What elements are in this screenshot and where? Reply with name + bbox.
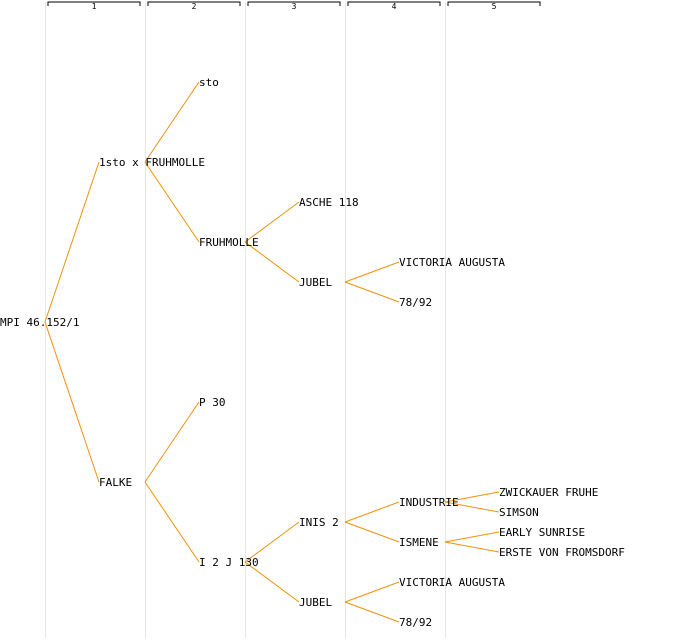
pedigree-node-label[interactable]: INIS 2 [299, 516, 339, 529]
pedigree-edge [144, 161, 200, 243]
pedigree-edge [44, 321, 100, 483]
pedigree-edge [144, 481, 200, 563]
pedigree-node-label[interactable]: VICTORIA AUGUSTA [399, 576, 505, 589]
pedigree-node-label[interactable]: INDUSTRIE [399, 496, 459, 509]
pedigree-node-label[interactable]: VICTORIA AUGUSTA [399, 256, 505, 269]
pedigree-edge [344, 261, 400, 283]
generation-columns [45, 2, 446, 638]
pedigree-node-label[interactable]: ZWICKAUER FRUHE [499, 486, 598, 499]
pedigree-edge [144, 401, 200, 483]
pedigree-nodes: MPI 46.152/1 1sto x FRUHMOLLE sto FRUHMOLLE… [0, 76, 625, 629]
generation-header-label: 5 [492, 2, 497, 11]
pedigree-node-label[interactable]: P 30 [199, 396, 226, 409]
generation-header-bracket [347, 1, 441, 6]
pedigree-edge [444, 501, 500, 513]
pedigree-node-label[interactable]: 78/92 [399, 616, 432, 629]
pedigree-edge [244, 521, 300, 563]
pedigree-edge [344, 281, 400, 303]
pedigree-edge [244, 561, 300, 603]
pedigree-node-label[interactable]: FALKE [99, 476, 132, 489]
pedigree-node-label[interactable]: FRUHMOLLE [199, 236, 259, 249]
pedigree-node-label[interactable]: ERSTE VON FROMSDORF [499, 546, 625, 559]
pedigree-node-label[interactable]: 78/92 [399, 296, 432, 309]
pedigree-node-label[interactable]: I 2 J 130 [199, 556, 259, 569]
generation-header-bracket [247, 1, 341, 6]
generation-header-label: 3 [292, 2, 297, 11]
generation-headers: 1 2 3 4 5 [47, 1, 541, 11]
pedigree-edge [244, 241, 300, 283]
pedigree-edge [344, 521, 400, 543]
pedigree-edge [444, 531, 500, 543]
pedigree-edge [344, 501, 400, 523]
pedigree-node-label[interactable]: EARLY SUNRISE [499, 526, 585, 539]
pedigree-node-label[interactable]: 1sto x FRUHMOLLE [99, 156, 205, 169]
pedigree-node-label[interactable]: JUBEL [299, 276, 332, 289]
pedigree-node-label[interactable]: sto [199, 76, 219, 89]
pedigree-edge [444, 541, 500, 553]
pedigree-node-label[interactable]: ASCHE 118 [299, 196, 359, 209]
pedigree-edge [344, 581, 400, 603]
generation-header-bracket [447, 1, 541, 6]
generation-header-label: 2 [192, 2, 197, 11]
generation-header-bracket [47, 1, 141, 6]
pedigree-edge [444, 491, 500, 503]
pedigree-edge [244, 201, 300, 243]
pedigree-root-label[interactable]: MPI 46.152/1 [0, 316, 79, 329]
pedigree-node-label[interactable]: SIMSON [499, 506, 539, 519]
generation-header-bracket [147, 1, 241, 6]
pedigree-edge [44, 161, 100, 323]
pedigree-edge [344, 601, 400, 623]
pedigree-node-label[interactable]: ISMENE [399, 536, 439, 549]
pedigree-edges [44, 81, 500, 623]
generation-header-label: 4 [392, 2, 397, 11]
pedigree-node-label[interactable]: JUBEL [299, 596, 332, 609]
pedigree-edge [144, 81, 200, 163]
generation-header-label: 1 [92, 2, 97, 11]
